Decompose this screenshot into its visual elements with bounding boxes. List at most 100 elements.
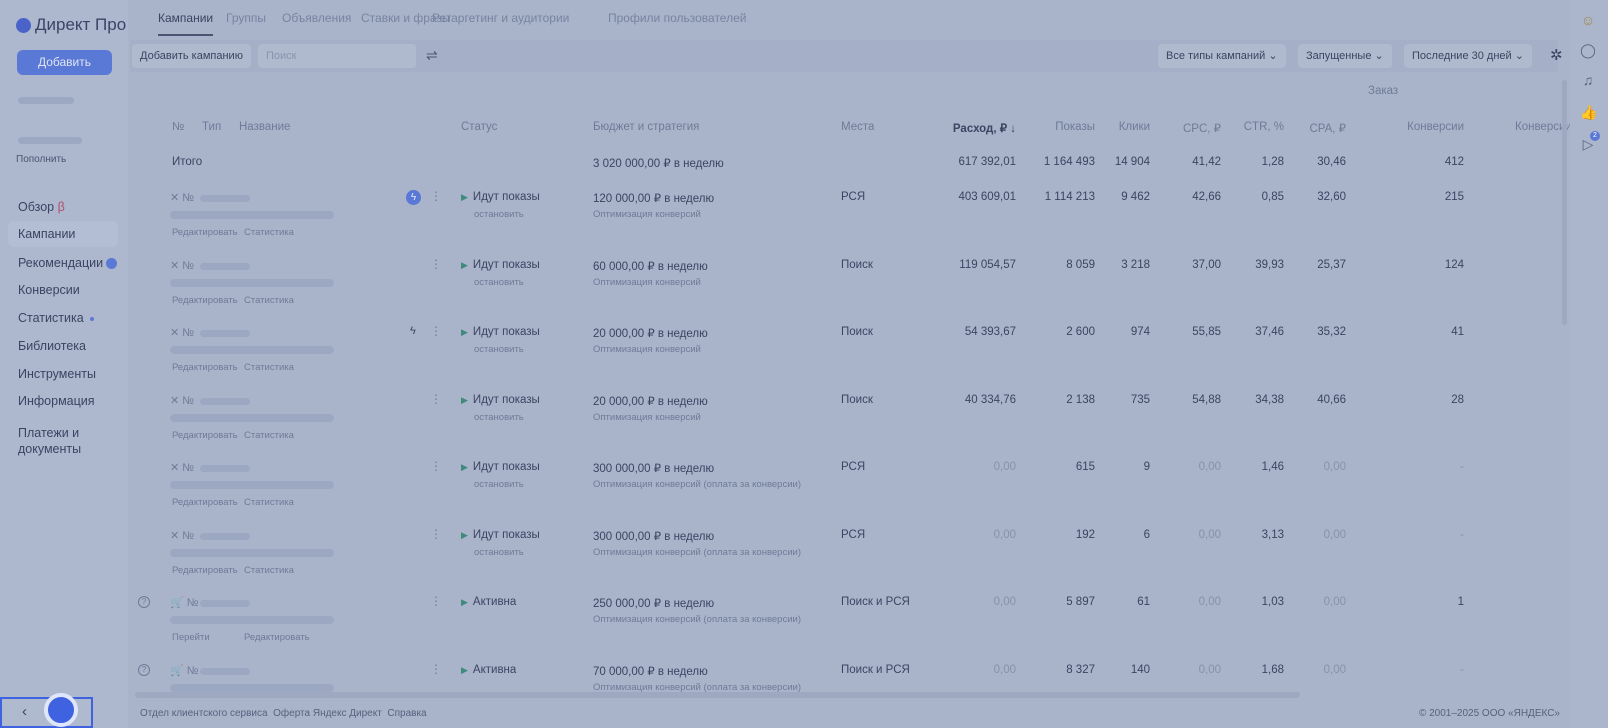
budget[interactable]: 60 000,00 ₽ в неделю xyxy=(593,260,708,273)
table-row[interactable]: ✕ № Редактировать Статистика ⋮ xyxy=(130,521,1560,587)
row-link-0[interactable]: Редактировать xyxy=(172,497,238,508)
tab-1[interactable]: Группы xyxy=(226,11,266,25)
sidebar-item-2[interactable]: Рекомендации xyxy=(18,256,118,270)
table-row[interactable]: ✕ № Редактировать Статистика ⋮ xyxy=(130,453,1560,519)
budget[interactable]: 20 000,00 ₽ в неделю xyxy=(593,395,708,408)
budget[interactable]: 70 000,00 ₽ в неделю xyxy=(593,665,708,678)
avatar[interactable]: ☺ xyxy=(1580,12,1596,28)
more-menu-icon[interactable]: ⋮ xyxy=(430,324,442,338)
header-impressions[interactable]: Показы xyxy=(1055,121,1095,133)
table-row[interactable]: ✕ № Редактировать Статистика ϟ ⋮ xyxy=(130,183,1560,249)
gear-icon[interactable]: ✲ xyxy=(1550,47,1563,64)
help-icon[interactable]: ? xyxy=(138,596,150,608)
more-menu-icon[interactable]: ⋮ xyxy=(430,391,442,406)
header-conversions[interactable]: Конверсии xyxy=(1407,121,1464,133)
stop-link[interactable]: остановить xyxy=(474,276,524,288)
footer-link-help[interactable]: Справка xyxy=(387,708,427,719)
stop-link[interactable]: остановить xyxy=(474,344,524,355)
budget[interactable]: 300 000,00 ₽ в неделю xyxy=(593,530,715,543)
campaign-type-filter[interactable]: Все типы кампаний ⌄ xyxy=(1158,44,1286,68)
video-icon[interactable]: ▷ 2 xyxy=(1580,131,1600,152)
more-menu-icon[interactable]: ⋮ xyxy=(430,526,442,541)
table-row[interactable]: ? 🛒 № ⋮ xyxy=(130,656,1560,722)
sidebar-item-8[interactable]: Платежи и документы xyxy=(18,425,108,457)
tab-3[interactable]: Ставки и фразы xyxy=(361,11,451,25)
filter-settings-icon[interactable]: ⇌ xyxy=(426,47,438,63)
row-link-1[interactable]: Статистика xyxy=(244,497,294,508)
more-menu-icon[interactable]: ⋮ xyxy=(430,661,442,676)
row-link-0[interactable]: Редактировать xyxy=(172,294,238,306)
header-conversions2[interactable]: Конверсии xyxy=(1515,121,1572,133)
bolt-icon[interactable]: ϟ xyxy=(410,325,416,337)
more-menu-icon[interactable]: ⋮ xyxy=(430,594,442,608)
row-link-1[interactable]: Статистика xyxy=(244,564,294,576)
stop-link[interactable]: остановить xyxy=(474,479,524,490)
row-checkbox[interactable] xyxy=(130,529,142,541)
budget[interactable]: 250 000,00 ₽ в неделю xyxy=(593,598,715,610)
sidebar-item-5[interactable]: Библиотека xyxy=(18,339,86,353)
budget[interactable]: 300 000,00 ₽ в неделю xyxy=(593,463,715,475)
stop-link[interactable]: остановить xyxy=(474,209,524,220)
row-link-0[interactable]: Редактировать xyxy=(172,429,238,441)
footer-link-support[interactable]: Отдел клиентского сервиса xyxy=(140,708,268,719)
row-link-0[interactable]: Редактировать xyxy=(172,564,238,576)
row-checkbox[interactable] xyxy=(130,191,142,203)
add-button[interactable]: Добавить xyxy=(17,50,112,75)
chat-icon[interactable]: ◯ xyxy=(1580,42,1596,58)
topup-button[interactable]: Пополнить xyxy=(16,154,67,165)
tab-5[interactable]: Профили пользователей xyxy=(608,11,747,25)
budget[interactable]: 20 000,00 ₽ в неделю xyxy=(593,328,708,340)
add-campaign-button[interactable]: Добавить кампанию xyxy=(132,44,251,68)
row-link-1[interactable]: Статистика xyxy=(244,429,294,441)
autotarget-bolt-icon[interactable]: ϟ xyxy=(406,190,421,205)
header-clicks[interactable]: Клики xyxy=(1118,121,1150,133)
tab-2[interactable]: Объявления xyxy=(282,11,352,25)
stop-link[interactable]: остановить xyxy=(474,546,524,558)
period-filter[interactable]: Последние 30 дней ⌄ xyxy=(1404,44,1532,68)
row-link-0[interactable]: Редактировать xyxy=(172,362,238,373)
row-link-1[interactable]: Статистика xyxy=(244,362,294,373)
more-menu-icon[interactable]: ⋮ xyxy=(430,256,442,271)
row-checkbox[interactable] xyxy=(130,326,142,338)
row-link-1[interactable]: Статистика xyxy=(244,227,294,238)
row-link-1[interactable]: Статистика xyxy=(244,294,294,306)
table-row[interactable]: ? 🛒 № Перейти Редактировать ⋮ xyxy=(130,588,1560,654)
table-row[interactable]: ✕ № Редактировать Статистика ⋮ xyxy=(130,386,1560,452)
campaign-id-placeholder xyxy=(200,330,250,337)
state-filter[interactable]: Запущенные ⌄ xyxy=(1298,44,1392,68)
sidebar-item-3[interactable]: Конверсии xyxy=(18,283,80,297)
sidebar-item-1[interactable]: Кампании xyxy=(8,221,118,247)
header-cpa[interactable]: CPA, ₽ xyxy=(1309,123,1347,135)
footer-link-offer[interactable]: Оферта Яндекс Директ xyxy=(273,708,382,719)
header-num[interactable]: № xyxy=(172,121,185,133)
bell-icon[interactable]: ♫ xyxy=(1582,72,1594,88)
row-link-0[interactable]: Перейти xyxy=(172,632,210,643)
status: ▶ Активна xyxy=(461,596,516,608)
horizontal-scrollbar[interactable] xyxy=(135,692,1300,698)
row-checkbox[interactable] xyxy=(130,394,142,406)
sidebar-item-6[interactable]: Инструменты xyxy=(18,367,96,381)
row-checkbox[interactable] xyxy=(130,461,142,473)
table-row[interactable]: ✕ № Редактировать Статистика ⋮ xyxy=(130,251,1560,317)
more-menu-icon[interactable]: ⋮ xyxy=(430,189,442,203)
stop-link[interactable]: остановить xyxy=(474,411,524,423)
header-ctr[interactable]: CTR, % xyxy=(1243,121,1284,133)
table-row[interactable]: ✕ № Редактировать Статистика ϟ ⋮ xyxy=(130,318,1560,384)
budget[interactable]: 120 000,00 ₽ в неделю xyxy=(593,193,715,205)
header-cpc[interactable]: CPC, ₽ xyxy=(1183,123,1221,135)
sidebar-item-7[interactable]: Информация xyxy=(18,394,95,408)
search-input[interactable]: Поиск xyxy=(258,44,416,68)
logo[interactable]: Директ Про xyxy=(16,15,126,35)
vertical-scrollbar[interactable] xyxy=(1562,80,1567,325)
tab-4[interactable]: Ретаргетинг и аудитории xyxy=(432,11,570,25)
row-checkbox[interactable] xyxy=(130,259,142,271)
sidebar-item-4[interactable]: Статистика xyxy=(18,311,94,325)
tab-0[interactable]: Кампании xyxy=(158,11,214,36)
row-link-1[interactable]: Редактировать xyxy=(244,632,310,643)
more-menu-icon[interactable]: ⋮ xyxy=(430,459,442,473)
row-link-0[interactable]: Редактировать xyxy=(172,227,238,238)
help-icon[interactable]: ? xyxy=(138,663,150,676)
sidebar-item-0[interactable]: Обзор β xyxy=(18,200,65,214)
header-spend[interactable]: Расход, ₽ ↓ xyxy=(952,123,1016,135)
thumbs-up-icon[interactable]: 👍 xyxy=(1580,104,1598,120)
